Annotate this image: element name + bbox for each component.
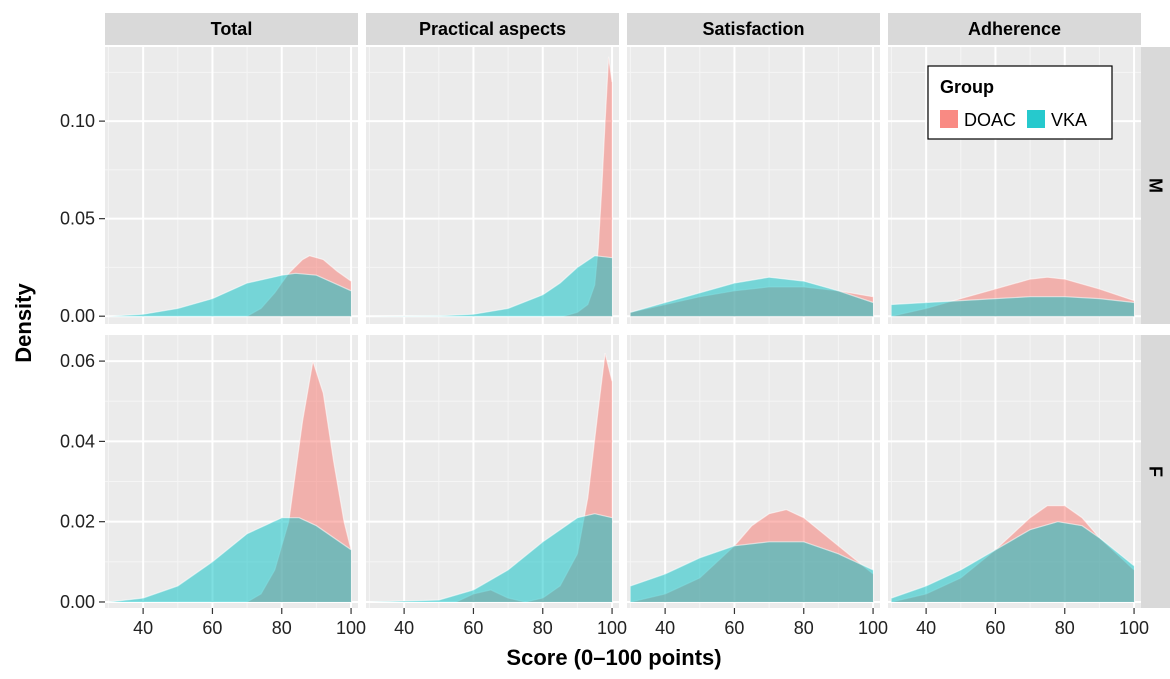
col-strip-satisfaction (627, 13, 880, 45)
density-area-vka (630, 277, 874, 317)
x-tick-label: 40 (394, 618, 414, 638)
density-area-vka (108, 517, 352, 602)
legend-label-vka: VKA (1051, 110, 1087, 130)
panel-m-satisfaction (627, 47, 880, 324)
x-tick-label: 60 (985, 618, 1005, 638)
y-tick-label: 0.04 (60, 431, 95, 451)
density-outline-vka (891, 296, 1135, 306)
y-tick-label: 0.10 (60, 111, 95, 131)
legend-swatch-vka (1027, 110, 1045, 128)
col-strip-label-practical-aspects: Practical aspects (419, 19, 566, 39)
density-area-vka (891, 521, 1135, 602)
x-tick-label: 80 (794, 618, 814, 638)
col-strip-label-adherence: Adherence (968, 19, 1061, 39)
density-outline-vka (891, 521, 1135, 599)
panel-f-practical-aspects (366, 335, 619, 608)
density-area-vka (369, 513, 613, 602)
col-strip-practical-aspects (366, 13, 619, 45)
x-tick-label: 60 (724, 618, 744, 638)
density-outline-vka (369, 513, 613, 603)
y-tick-label: 0.00 (60, 306, 95, 326)
panel-m-total (105, 47, 358, 324)
row-strip-label-f: F (1145, 466, 1165, 477)
col-strip-label-total: Total (211, 19, 253, 39)
row-strip-f (1138, 335, 1170, 608)
legend-label-doac: DOAC (964, 110, 1016, 130)
panel-f-adherence (888, 335, 1141, 608)
col-strip-total (105, 13, 358, 45)
y-tick-label: 0.06 (60, 351, 95, 371)
x-tick-label: 100 (597, 618, 627, 638)
y-tick-label: 0.02 (60, 512, 95, 532)
panel-background (627, 47, 880, 324)
panel-m-practical-aspects (366, 47, 619, 324)
x-axis-title: Score (0–100 points) (506, 645, 721, 670)
x-tick-label: 80 (272, 618, 292, 638)
panel-f-total (105, 335, 358, 608)
x-tick-label: 100 (336, 618, 366, 638)
legend: Group DOAC VKA (927, 65, 1113, 140)
panel-f-satisfaction (627, 335, 880, 608)
density-outline-vka (630, 276, 874, 313)
legend-box (927, 65, 1113, 140)
y-tick-label: 0.05 (60, 209, 95, 229)
y-tick-label: 0.00 (60, 592, 95, 612)
density-area-doac (563, 56, 613, 317)
legend-title: Group (940, 77, 994, 97)
x-tick-label: 60 (202, 618, 222, 638)
density-outline-vka (369, 255, 613, 317)
x-tick-label: 40 (133, 618, 153, 638)
x-tick-label: 100 (858, 618, 888, 638)
x-tick-label: 60 (463, 618, 483, 638)
x-tick-label: 40 (655, 618, 675, 638)
row-strip-label-m: M (1145, 178, 1165, 193)
x-tick-label: 80 (533, 618, 553, 638)
col-strip-adherence (888, 13, 1141, 45)
col-strip-label-satisfaction: Satisfaction (702, 19, 804, 39)
x-tick-label: 80 (1055, 618, 1075, 638)
density-area-vka (108, 273, 352, 317)
legend-swatch-doac (940, 110, 958, 128)
density-outline-vka (108, 517, 352, 603)
x-tick-label: 100 (1119, 618, 1149, 638)
density-outline-vka (630, 541, 874, 587)
x-tick-label: 40 (916, 618, 936, 638)
density-outline-vka (108, 272, 352, 317)
density-area-vka (369, 255, 613, 317)
y-axis-title: Density (11, 283, 36, 363)
row-strip-m (1138, 47, 1170, 324)
density-area-vka (630, 541, 874, 602)
